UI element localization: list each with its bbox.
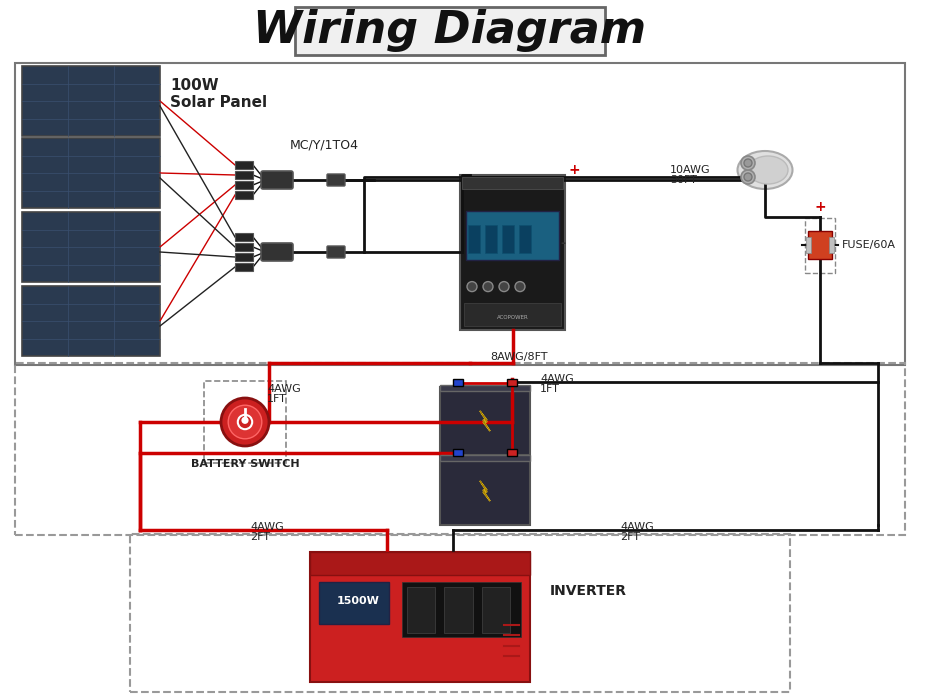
Bar: [460, 175, 565, 330]
Bar: [519, 225, 531, 253]
Bar: [829, 237, 834, 253]
Bar: [235, 171, 253, 179]
Circle shape: [238, 415, 252, 429]
Bar: [22, 138, 160, 208]
Text: INVERTER: INVERTER: [550, 584, 627, 598]
Bar: [462, 177, 563, 189]
Bar: [485, 225, 497, 253]
Ellipse shape: [748, 156, 788, 184]
Circle shape: [221, 398, 269, 446]
Text: +: +: [568, 163, 579, 177]
Bar: [22, 66, 160, 136]
Text: 8AWG/8FT: 8AWG/8FT: [490, 352, 548, 362]
Text: 1FT: 1FT: [540, 384, 560, 394]
Text: FUSE/60A: FUSE/60A: [842, 240, 896, 250]
Text: ACOPOWER: ACOPOWER: [496, 315, 528, 320]
Bar: [507, 379, 517, 386]
Circle shape: [741, 156, 755, 170]
Bar: [295, 7, 605, 55]
Bar: [204, 382, 285, 463]
Text: 4AWG: 4AWG: [620, 522, 654, 532]
Bar: [440, 385, 530, 391]
FancyBboxPatch shape: [261, 171, 293, 189]
Circle shape: [483, 281, 493, 292]
Bar: [310, 552, 530, 682]
Circle shape: [499, 281, 509, 292]
Bar: [407, 587, 436, 633]
Ellipse shape: [737, 151, 792, 189]
Text: 30FT: 30FT: [670, 175, 697, 185]
Text: 4AWG: 4AWG: [267, 384, 300, 394]
Bar: [440, 455, 530, 461]
Bar: [22, 212, 160, 282]
Bar: [502, 225, 514, 253]
Text: Wiring Diagram: Wiring Diagram: [254, 10, 647, 52]
Bar: [15, 363, 905, 535]
Text: 10AWG: 10AWG: [670, 165, 711, 175]
FancyBboxPatch shape: [327, 174, 345, 186]
Bar: [808, 231, 832, 259]
Bar: [22, 286, 160, 356]
Bar: [507, 449, 517, 456]
Circle shape: [744, 173, 752, 181]
Bar: [235, 161, 253, 169]
Bar: [453, 449, 463, 456]
Circle shape: [741, 170, 755, 184]
Text: +: +: [815, 200, 826, 214]
Bar: [235, 181, 253, 189]
Bar: [130, 534, 790, 692]
Text: -: -: [560, 237, 565, 250]
Bar: [319, 582, 389, 624]
Text: 4AWG: 4AWG: [250, 522, 284, 532]
Circle shape: [242, 416, 248, 424]
Bar: [468, 225, 480, 253]
Bar: [235, 233, 253, 241]
Bar: [806, 237, 811, 253]
FancyBboxPatch shape: [327, 246, 345, 258]
Text: BATTERY SWITCH: BATTERY SWITCH: [190, 459, 299, 469]
Bar: [481, 587, 510, 633]
Text: 4AWG: 4AWG: [540, 374, 574, 384]
Bar: [453, 379, 463, 386]
Circle shape: [229, 405, 262, 439]
Bar: [235, 243, 253, 251]
Text: MC/Y/1TO4: MC/Y/1TO4: [290, 139, 359, 151]
Bar: [805, 218, 835, 272]
Bar: [440, 457, 530, 525]
Bar: [440, 387, 530, 455]
Polygon shape: [480, 481, 490, 501]
Bar: [444, 587, 473, 633]
Text: 1500W: 1500W: [337, 596, 380, 606]
Circle shape: [467, 281, 477, 292]
Text: 100W
Solar Panel: 100W Solar Panel: [170, 78, 267, 111]
Bar: [464, 302, 561, 326]
Bar: [235, 263, 253, 271]
Text: 2FT: 2FT: [250, 532, 270, 542]
Text: 2FT: 2FT: [620, 532, 640, 542]
Bar: [310, 552, 530, 575]
Circle shape: [744, 159, 752, 167]
Polygon shape: [480, 411, 490, 431]
Bar: [15, 63, 905, 365]
Circle shape: [515, 281, 525, 292]
FancyBboxPatch shape: [261, 243, 293, 261]
Text: 1FT: 1FT: [267, 394, 286, 404]
Bar: [402, 582, 522, 636]
Bar: [466, 211, 559, 260]
Bar: [235, 191, 253, 199]
Bar: [235, 253, 253, 261]
